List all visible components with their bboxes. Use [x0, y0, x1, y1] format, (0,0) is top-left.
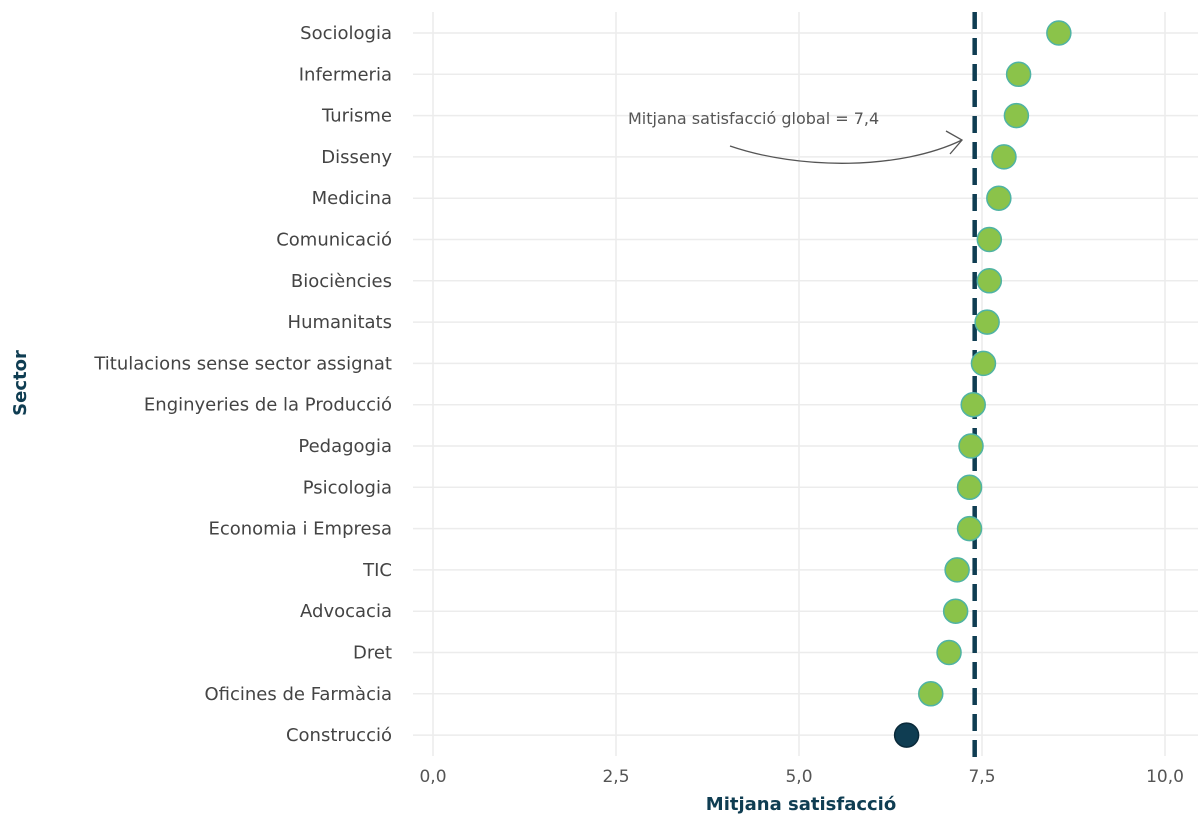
data-point [976, 268, 1003, 294]
data-point [1003, 102, 1030, 129]
data-point [974, 309, 1000, 335]
category-label: Construcció [286, 725, 392, 746]
category-label: Turisme [321, 106, 392, 127]
category-label: Biociències [291, 271, 392, 292]
y-axis-title: Sector [10, 350, 31, 416]
grid-layer [413, 12, 1198, 756]
category-label: Humanitats [288, 312, 392, 333]
data-point [976, 226, 1003, 253]
data-point [960, 391, 986, 418]
category-label: Oficines de Farmàcia [204, 684, 392, 705]
points-layer [893, 20, 1072, 748]
data-point [1005, 61, 1032, 88]
category-label: Titulacions sense sector assignat [93, 353, 392, 374]
category-label: TIC [362, 560, 392, 581]
category-label: Medicina [312, 188, 392, 209]
x-tick-label: 2,5 [602, 767, 629, 787]
category-label: Psicologia [303, 477, 392, 498]
data-point [918, 681, 944, 707]
global-mean-annotation: Mitjana satisfacció global = 7,4 [628, 109, 879, 128]
category-label: Dret [353, 643, 392, 664]
x-tick-labels: 0,0 2,5 5,0 7,5 10,0 [419, 767, 1183, 787]
data-point [986, 185, 1012, 211]
category-label: Comunicació [276, 230, 392, 251]
annotation-layer: Mitjana satisfacció global = 7,4 [628, 109, 964, 164]
data-point [956, 474, 983, 501]
data-point [942, 598, 969, 624]
data-point [958, 433, 984, 459]
x-axis-title: Mitjana satisfacció [706, 794, 896, 815]
data-point [956, 515, 983, 542]
category-label: Enginyeries de la Producció [144, 395, 392, 416]
category-label: Infermeria [299, 64, 392, 85]
category-label: Economia i Empresa [208, 519, 392, 540]
annotation-arrow-curve [729, 139, 963, 164]
data-point [1046, 20, 1072, 46]
data-point [970, 350, 997, 377]
x-tick-label: 7,5 [968, 767, 995, 787]
x-tick-label: 0,0 [419, 767, 446, 787]
data-point [944, 557, 970, 583]
category-labels: Sociologia Infermeria Turisme Disseny Medici… [93, 23, 392, 746]
data-point [936, 639, 962, 666]
category-label: Advocacia [300, 601, 392, 622]
category-label: Pedagogia [298, 436, 392, 457]
annotation-arrow-head [945, 130, 964, 155]
category-label: Disseny [321, 147, 392, 168]
category-label: Sociologia [300, 23, 392, 44]
x-tick-label: 5,0 [785, 767, 812, 787]
x-tick-label: 10,0 [1146, 767, 1184, 787]
data-point [893, 722, 920, 748]
data-point [991, 144, 1017, 170]
